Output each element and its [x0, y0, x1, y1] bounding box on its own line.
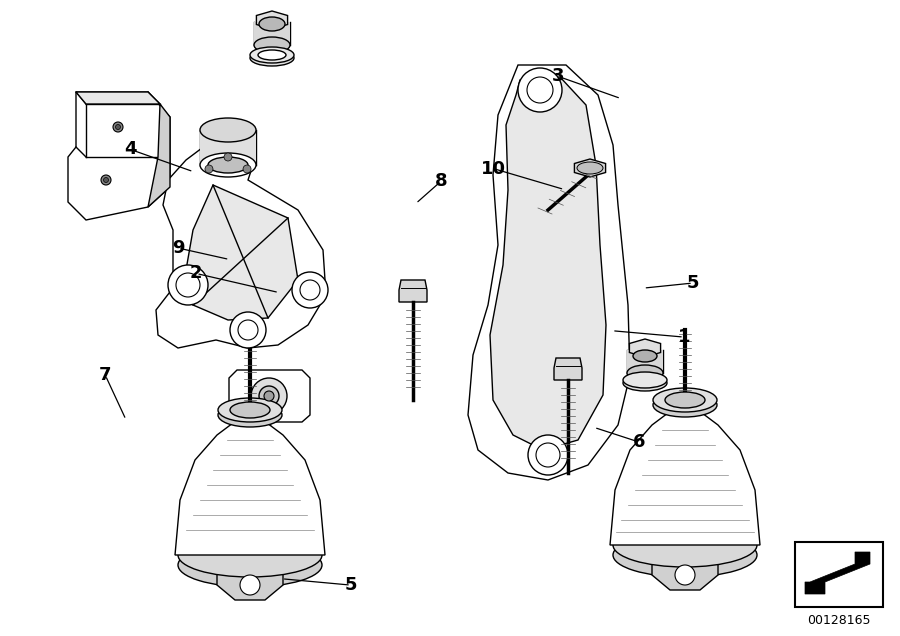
Polygon shape: [76, 92, 160, 104]
Polygon shape: [468, 65, 630, 480]
Circle shape: [518, 68, 562, 112]
Polygon shape: [629, 339, 661, 357]
Ellipse shape: [250, 47, 294, 63]
Ellipse shape: [613, 533, 757, 577]
Circle shape: [224, 153, 232, 161]
Ellipse shape: [218, 398, 282, 422]
Ellipse shape: [627, 365, 663, 381]
Text: 1: 1: [678, 328, 690, 346]
Polygon shape: [652, 555, 718, 590]
Ellipse shape: [577, 162, 603, 174]
Text: 6: 6: [633, 433, 645, 451]
Ellipse shape: [633, 350, 657, 362]
Circle shape: [168, 265, 208, 305]
Ellipse shape: [250, 50, 294, 66]
Bar: [795, 542, 883, 607]
Circle shape: [675, 565, 695, 585]
Ellipse shape: [230, 402, 270, 418]
Ellipse shape: [208, 157, 248, 173]
Circle shape: [527, 77, 553, 103]
Circle shape: [113, 122, 123, 132]
Circle shape: [251, 378, 287, 414]
Polygon shape: [610, 405, 760, 545]
Circle shape: [264, 391, 274, 401]
Ellipse shape: [623, 375, 667, 391]
Circle shape: [243, 165, 251, 173]
Ellipse shape: [623, 372, 667, 388]
Circle shape: [259, 386, 279, 406]
Circle shape: [230, 312, 266, 348]
Text: 10: 10: [481, 160, 506, 177]
Polygon shape: [256, 11, 288, 29]
Polygon shape: [200, 130, 256, 165]
Ellipse shape: [665, 392, 705, 408]
Circle shape: [238, 320, 258, 340]
Ellipse shape: [613, 523, 757, 567]
Text: 7: 7: [99, 366, 112, 384]
Polygon shape: [399, 280, 427, 302]
Ellipse shape: [200, 153, 256, 177]
Ellipse shape: [178, 543, 322, 587]
Polygon shape: [490, 77, 606, 450]
Text: 9: 9: [172, 239, 184, 257]
Text: 00128165: 00128165: [807, 614, 871, 628]
Polygon shape: [229, 370, 310, 422]
Polygon shape: [156, 130, 326, 348]
Polygon shape: [627, 350, 663, 373]
Text: 4: 4: [124, 141, 137, 158]
Ellipse shape: [259, 17, 285, 31]
Ellipse shape: [653, 388, 717, 412]
Circle shape: [536, 443, 560, 467]
Ellipse shape: [200, 118, 256, 142]
Polygon shape: [148, 104, 170, 207]
Circle shape: [292, 272, 328, 308]
Polygon shape: [554, 358, 582, 380]
Ellipse shape: [218, 403, 282, 427]
Polygon shape: [805, 552, 870, 594]
Polygon shape: [68, 92, 170, 220]
Circle shape: [205, 165, 213, 173]
Circle shape: [176, 273, 200, 297]
Circle shape: [115, 125, 121, 130]
Polygon shape: [217, 565, 283, 600]
Ellipse shape: [254, 37, 290, 53]
Circle shape: [240, 575, 260, 595]
Text: 5: 5: [687, 274, 699, 292]
Ellipse shape: [653, 393, 717, 417]
Text: 3: 3: [552, 67, 564, 85]
Text: 8: 8: [435, 172, 447, 190]
Polygon shape: [574, 159, 606, 177]
Circle shape: [101, 175, 111, 185]
Ellipse shape: [258, 50, 286, 60]
Circle shape: [104, 177, 109, 183]
Circle shape: [300, 280, 320, 300]
Text: 5: 5: [345, 576, 357, 594]
Circle shape: [528, 435, 568, 475]
Polygon shape: [186, 185, 298, 320]
Polygon shape: [254, 22, 290, 45]
Polygon shape: [175, 415, 325, 555]
Ellipse shape: [178, 533, 322, 577]
Text: 2: 2: [190, 265, 203, 282]
